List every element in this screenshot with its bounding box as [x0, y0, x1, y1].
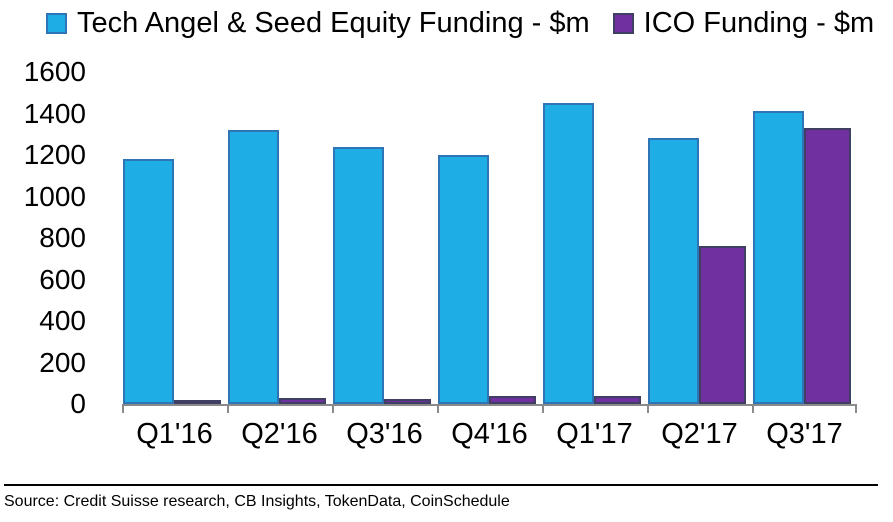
bar-equity-4 — [543, 103, 594, 404]
legend-item-equity: Tech Angel & Seed Equity Funding - $m — [46, 7, 590, 39]
bar-ico-3 — [489, 395, 536, 404]
legend-label-ico: ICO Funding - $m — [643, 7, 875, 39]
axis-tick — [855, 406, 857, 413]
legend-item-ico: ICO Funding - $m — [612, 7, 875, 39]
axis-tick — [332, 406, 334, 413]
bar-equity-1 — [228, 130, 279, 404]
x-axis-label: Q1'16 — [136, 418, 213, 450]
axis-tick — [647, 406, 649, 413]
bar-ico-0 — [174, 400, 221, 404]
axis-tick — [122, 406, 124, 413]
bar-ico-4 — [594, 395, 641, 404]
y-axis-label: 1200 — [23, 139, 86, 170]
source-text: Source: Credit Suisse research, CB Insig… — [4, 493, 510, 510]
bar-ico-6 — [804, 128, 851, 404]
legend: Tech Angel & Seed Equity Funding - $m IC… — [46, 7, 874, 39]
legend-label-equity: Tech Angel & Seed Equity Funding - $m — [77, 7, 590, 39]
divider-line — [4, 484, 878, 486]
axis-tick — [227, 406, 229, 413]
bar-equity-5 — [648, 138, 699, 404]
x-axis-label: Q2'17 — [661, 418, 738, 450]
y-axis-label: 400 — [39, 305, 86, 336]
axis-tick — [542, 406, 544, 413]
y-axis-label: 1400 — [23, 97, 86, 129]
bar-ico-5 — [699, 246, 746, 404]
y-axis-label: 1600 — [23, 56, 86, 87]
ico-swatch-icon — [612, 12, 634, 34]
y-axis-label: 600 — [39, 263, 86, 295]
bar-equity-0 — [123, 159, 174, 404]
x-axis-label: Q2'16 — [241, 418, 318, 450]
x-axis-label: Q4'16 — [451, 418, 528, 450]
y-axis-label: 200 — [39, 346, 86, 378]
y-axis-label: 1000 — [23, 180, 86, 212]
axis-tick — [437, 406, 439, 413]
x-axis-label: Q3'17 — [766, 418, 843, 450]
bar-equity-2 — [333, 146, 384, 404]
bar-equity-3 — [438, 155, 489, 404]
x-axis-label: Q3'16 — [346, 418, 423, 450]
bar-ico-1 — [279, 397, 326, 404]
y-axis-label: 0 — [70, 388, 86, 419]
equity-swatch-icon — [46, 12, 67, 34]
bar-ico-2 — [384, 398, 431, 404]
x-axis-label: Q1'17 — [556, 418, 633, 450]
y-axis-label: 800 — [39, 222, 86, 253]
axis-tick — [752, 406, 754, 413]
plot-area — [122, 72, 857, 413]
bar-equity-6 — [753, 111, 804, 404]
